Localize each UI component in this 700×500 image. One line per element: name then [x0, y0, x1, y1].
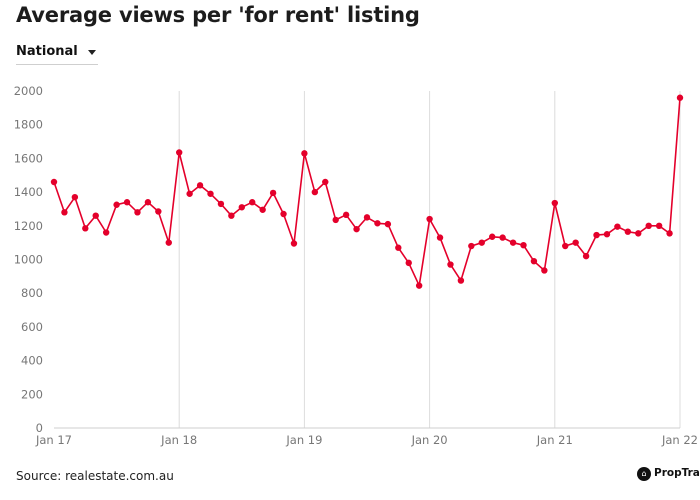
data-point: [82, 225, 89, 232]
data-point: [50, 178, 58, 186]
y-tick-label: 800: [21, 286, 43, 300]
data-point: [176, 149, 183, 156]
data-point: [322, 178, 329, 186]
region-dropdown[interactable]: National: [16, 42, 98, 65]
data-point: [71, 193, 79, 201]
data-point: [155, 208, 162, 215]
x-tick-label: Jan 18: [160, 433, 197, 447]
y-tick-label: 400: [21, 354, 43, 368]
data-point: [447, 261, 454, 268]
data-point: [301, 150, 308, 157]
x-tick-label: Jan 22: [661, 433, 698, 447]
data-point: [509, 239, 517, 246]
data-point: [384, 220, 392, 228]
caret-down-icon: [88, 50, 96, 55]
data-point: [186, 190, 193, 197]
data-point: [415, 282, 423, 289]
data-point: [196, 182, 204, 189]
data-point: [269, 189, 277, 197]
data-point: [102, 229, 110, 236]
data-point: [395, 244, 402, 251]
data-point: [92, 212, 99, 219]
data-point: [603, 231, 611, 238]
x-tick-label: Jan 21: [536, 433, 573, 447]
data-point: [551, 199, 558, 207]
data-point: [61, 209, 68, 216]
data-point: [530, 257, 538, 265]
data-point: [572, 239, 579, 246]
chart-title: Average views per 'for rent' listing: [16, 3, 420, 27]
y-tick-label: 0: [36, 421, 43, 435]
data-point: [478, 239, 485, 246]
source-note: Source: realestate.com.au: [16, 469, 174, 483]
data-point: [342, 211, 350, 219]
data-point: [614, 223, 621, 230]
data-point: [249, 199, 256, 206]
data-point: [134, 209, 141, 216]
data-point: [259, 206, 266, 213]
data-point: [353, 225, 360, 233]
y-tick-label: 600: [21, 320, 43, 334]
data-point: [207, 190, 214, 197]
data-point: [123, 199, 131, 206]
data-point: [520, 241, 527, 249]
data-point: [290, 240, 298, 247]
y-tick-label: 1200: [14, 219, 43, 233]
data-point: [405, 259, 412, 267]
data-point: [468, 242, 475, 250]
brand-name: PropTrack: [654, 467, 700, 479]
y-tick-label: 1000: [14, 253, 43, 267]
data-point: [666, 230, 673, 237]
data-point: [426, 215, 433, 223]
y-tick-label: 1400: [14, 185, 43, 199]
y-tick-label: 200: [21, 387, 43, 401]
data-point: [457, 277, 465, 284]
y-tick-label: 2000: [14, 84, 43, 98]
data-point: [113, 201, 120, 208]
data-point: [541, 267, 548, 274]
x-tick-label: Jan 20: [411, 433, 448, 447]
data-point: [144, 199, 152, 206]
data-point: [676, 94, 684, 101]
data-point: [436, 234, 444, 241]
data-point: [499, 234, 506, 241]
x-tick-label: Jan 19: [285, 433, 322, 447]
house-icon: ⌂: [637, 467, 651, 481]
data-point: [582, 252, 590, 260]
data-point: [593, 231, 600, 239]
data-point: [228, 212, 235, 219]
y-tick-label: 1600: [14, 151, 43, 165]
data-point: [635, 230, 642, 237]
y-tick-label: 1800: [14, 118, 43, 132]
region-dropdown-value: National: [16, 44, 78, 59]
data-point: [311, 188, 319, 196]
data-point: [374, 220, 381, 227]
data-point: [562, 242, 569, 250]
x-tick-label: Jan 17: [35, 433, 72, 447]
data-point: [217, 200, 225, 208]
data-point: [165, 239, 172, 246]
data-point: [645, 222, 652, 229]
data-point: [238, 204, 245, 211]
data-point: [332, 216, 339, 224]
data-point: [655, 222, 663, 229]
data-point: [624, 228, 632, 235]
data-point: [363, 214, 371, 221]
data-point: [280, 210, 287, 218]
data-point: [489, 233, 496, 240]
